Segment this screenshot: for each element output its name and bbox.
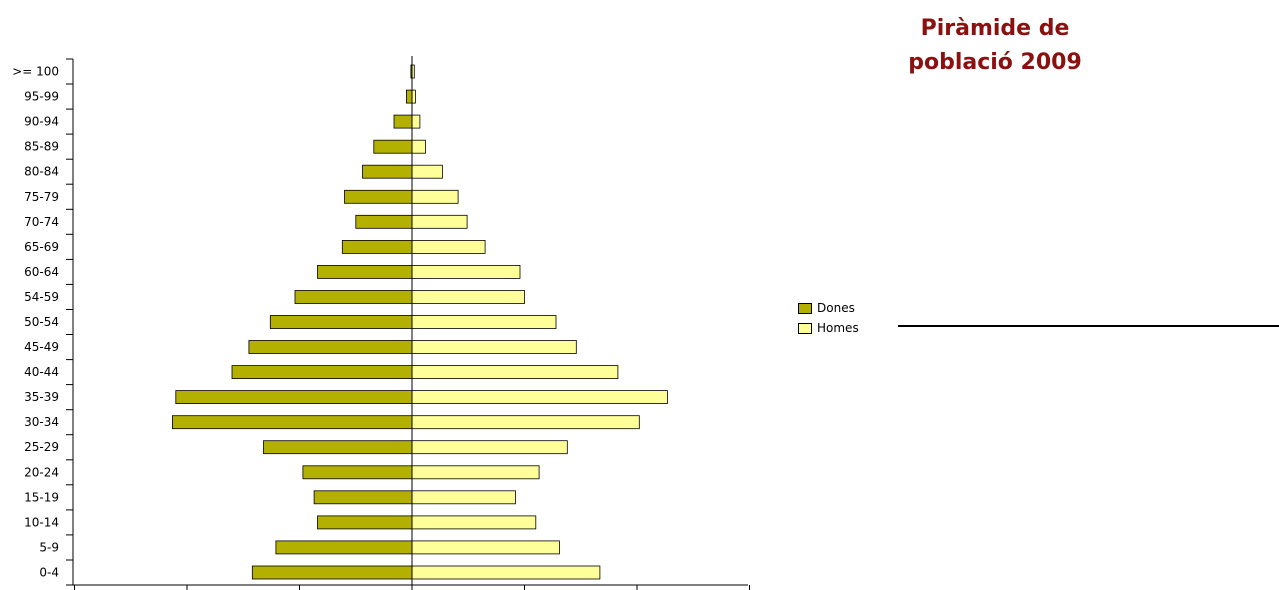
bar-homes-15-19 [411, 490, 516, 505]
bar-homes-20-24 [411, 465, 540, 480]
y-tick-label: 25-29 [24, 440, 59, 454]
bar-homes-54-59 [411, 290, 525, 304]
legend-label-dones: Dones [817, 301, 855, 315]
y-tick-label: 10-14 [24, 515, 59, 529]
bar-dones-35-39 [175, 390, 413, 405]
bar-dones-60-64 [317, 264, 413, 279]
bar-homes-95-99 [411, 89, 416, 104]
chart-title-line-1: Piràmide de [920, 16, 1070, 41]
bar-homes-85-89 [411, 139, 426, 154]
bar-dones-75-79 [344, 189, 413, 204]
bar-homes-25-29 [411, 440, 568, 455]
legend-swatch-homes [798, 322, 812, 334]
bar-dones-20-24 [302, 465, 413, 480]
bar-dones-85-89 [373, 139, 413, 154]
y-tick-label: 45-49 [24, 340, 59, 354]
bar-dones-30-34 [171, 415, 413, 430]
bar-homes-5-9 [411, 540, 560, 555]
y-tick-label: 85-89 [24, 140, 59, 154]
bar-homes-70-74 [411, 214, 468, 229]
bar-dones-15-19 [313, 490, 413, 505]
bar-homes-40-44 [411, 365, 619, 380]
y-tick-label: 75-79 [24, 190, 59, 204]
chart-title: Piràmide de població 2009 [890, 12, 1100, 80]
y-tick-label: 15-19 [24, 490, 59, 504]
bar-dones-10-14 [317, 515, 413, 530]
y-tick-label: 65-69 [24, 240, 59, 254]
y-tick-label: 60-64 [24, 265, 59, 279]
y-tick-label: 35-39 [24, 390, 59, 404]
chart-title-line-2: població 2009 [908, 50, 1082, 75]
y-tick-label: 80-84 [24, 165, 59, 179]
y-tick-label: >= 100 [12, 65, 59, 79]
y-tick-label: 54-59 [24, 290, 59, 304]
bar-homes-60-64 [411, 264, 521, 279]
bar-dones-95-99 [405, 89, 413, 104]
y-tick-label: 50-54 [24, 315, 59, 329]
y-tick-label: 70-74 [24, 215, 59, 229]
bar-dones-5-9 [275, 540, 413, 555]
bar-homes-45-49 [411, 340, 577, 354]
bar-homes-65-69 [411, 239, 486, 254]
legend: Dones Homes [798, 298, 859, 338]
y-tick-label: 30-34 [24, 415, 59, 429]
bar-dones-54-59 [294, 290, 413, 304]
bar-dones-25-29 [263, 440, 413, 455]
bar-dones-65-69 [341, 239, 413, 254]
bar-homes-30-34 [411, 415, 640, 430]
bar-dones-80-84 [362, 164, 413, 179]
y-tick-label: 95-99 [24, 90, 59, 104]
bar-homes-0-4 [411, 565, 601, 580]
bar-dones-50-54 [269, 315, 413, 329]
bar-homes-90-94 [411, 114, 421, 129]
divider-line [898, 325, 1279, 327]
bar-dones-40-44 [231, 365, 413, 380]
y-tick-label: 90-94 [24, 115, 59, 129]
bar-dones-70-74 [355, 214, 413, 229]
y-tick-label: 20-24 [24, 465, 59, 479]
bar-homes-35-39 [411, 390, 668, 405]
bar-dones-0-4 [251, 565, 413, 580]
bar-homes-10-14 [411, 515, 537, 530]
legend-swatch-dones [798, 302, 812, 314]
population-pyramid-chart: 0-4 5-9 10-14 15-19 20-24 25-29 30-34 35-39 40-4… [12, 56, 750, 590]
bar-dones-45-49 [248, 340, 413, 354]
plot-area: 0-4 5-9 10-14 15-19 20-24 25-29 30-34 35-39 40-4… [12, 56, 750, 590]
y-tick-label: 5-9 [39, 540, 59, 554]
bar-homes-50-54 [411, 315, 557, 329]
bar-homes-80-84 [411, 164, 443, 179]
bar-dones-90-94 [393, 114, 413, 129]
legend-item-dones: Dones [798, 298, 859, 318]
y-tick-label: 0-4 [39, 566, 59, 580]
legend-label-homes: Homes [817, 321, 859, 335]
legend-item-homes: Homes [798, 318, 859, 338]
y-tick-label: 40-44 [24, 365, 59, 379]
bar-homes-75-79 [411, 189, 459, 204]
